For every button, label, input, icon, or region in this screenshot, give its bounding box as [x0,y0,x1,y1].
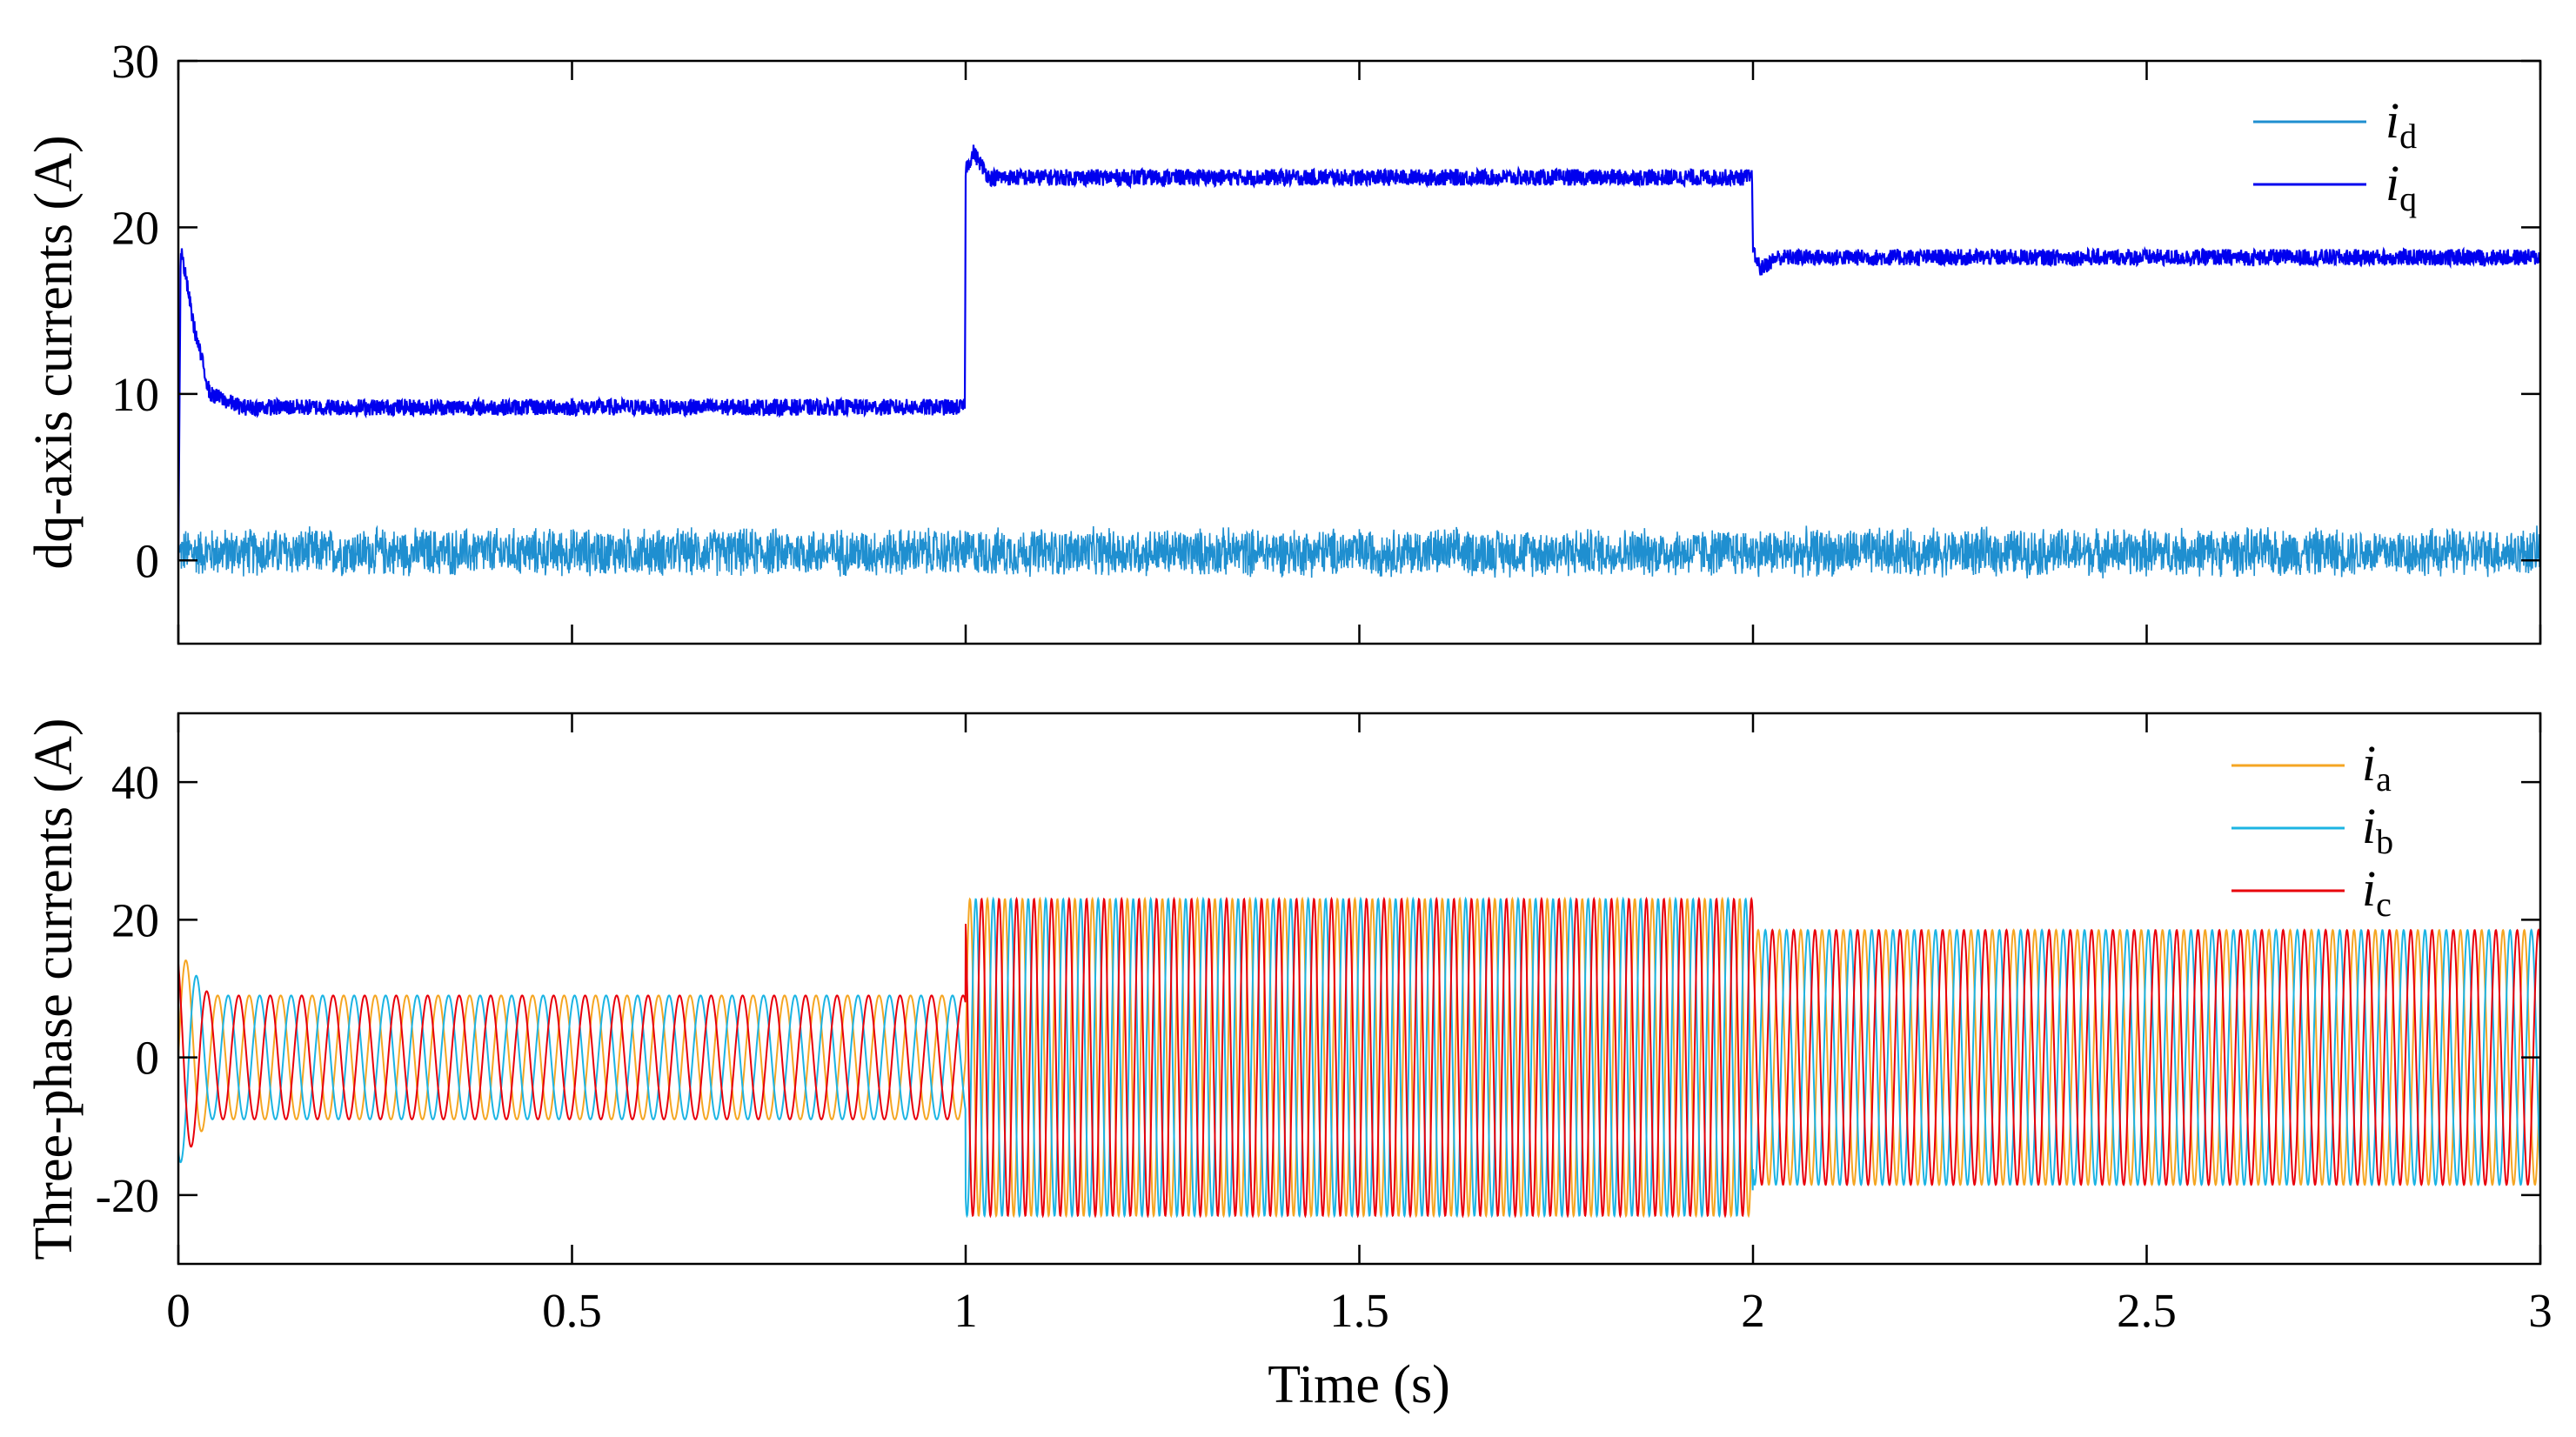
abc-y-tick-label: 0 [136,1032,160,1085]
dq-currents-panel: 0 10 20 30 dq-axis currents (A) id iq [24,35,2542,645]
abc-y-tick-label: -20 [96,1169,159,1222]
series-ia-line [177,896,2541,1219]
dq-legend: id iq [2253,92,2417,218]
dq-y-tick-label: 0 [136,534,160,587]
abc-y-axis-title: Three-phase currents (A) [24,718,84,1260]
abc-ticks-group: 0 0.5 1 1.5 2 2.5 3 -20 0 20 40 [96,713,2553,1337]
dq-y-axis-title: dq-axis currents (A) [24,135,84,569]
abc-axes-frame [177,712,2542,1266]
series-iq-line [177,144,2542,561]
dq-axes-frame [177,59,2542,645]
dq-y-tick-label: 10 [111,368,159,421]
legend-ib-label: ib [2362,798,2393,861]
abc-x-tick-label: 2.5 [2117,1284,2177,1337]
legend-id-label: id [2385,92,2417,156]
x-axis-title: Time (s) [1268,1355,1450,1414]
dq-series-group [177,144,2542,578]
abc-legend: ia ib ic [2231,735,2393,924]
abc-x-tick-label: 1 [953,1284,978,1337]
series-id-line [178,525,2541,578]
abc-series-group [177,896,2541,1219]
legend-iq-label: iq [2385,155,2417,218]
dq-y-tick-label: 30 [111,35,159,88]
abc-x-tick-label: 3 [2528,1284,2553,1337]
three-phase-panel: 0 0.5 1 1.5 2 2.5 3 -20 0 20 40 Three-phase curren… [24,712,2553,1414]
legend-ia-label: ia [2362,735,2392,799]
abc-x-tick-label: 0.5 [542,1284,602,1337]
abc-y-tick-label: 20 [111,893,159,946]
legend-ic-label: ic [2362,860,2392,924]
dq-ticks-group: 0 10 20 30 [111,35,2542,644]
abc-x-tick-label: 0 [166,1284,191,1337]
series-ib-line [177,896,2541,1219]
abc-x-tick-label: 2 [1741,1284,1765,1337]
abc-y-tick-label: 40 [111,756,159,809]
dq-y-tick-label: 20 [111,201,159,254]
series-ic-line [177,896,2541,1219]
abc-x-tick-label: 1.5 [1329,1284,1389,1337]
